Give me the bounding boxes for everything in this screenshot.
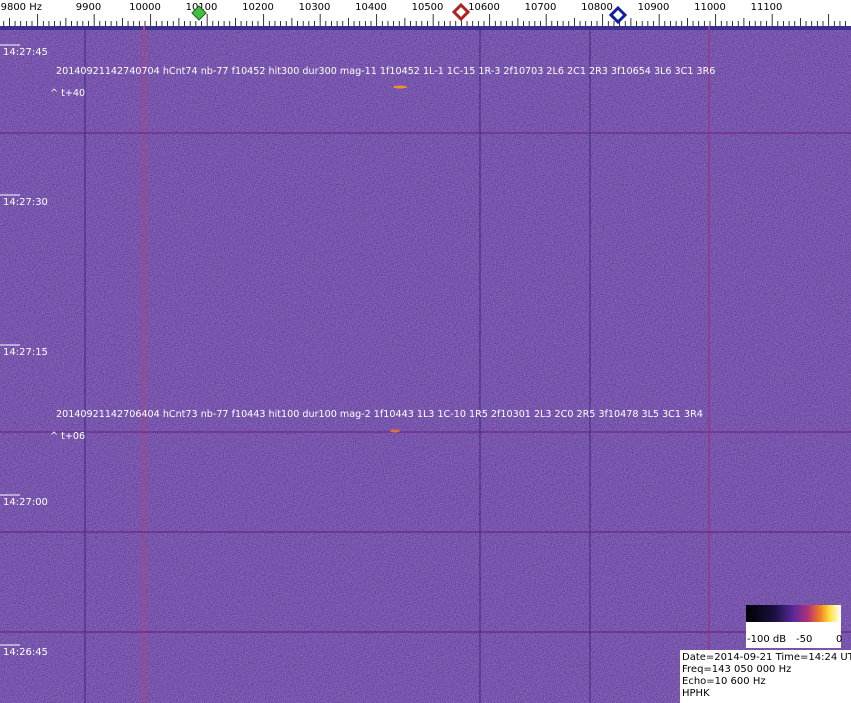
colorbar-labels-bg: [746, 622, 841, 648]
noise: [0, 26, 851, 703]
time-label: 14:27:45: [3, 47, 48, 58]
meteor-echo: [390, 429, 400, 433]
info-line: HPHK: [682, 688, 710, 699]
time-label: 14:27:30: [3, 197, 48, 208]
frequency-label: 11100: [751, 2, 783, 13]
edge: [0, 26, 851, 30]
detection-summary: 20140921142740704 hCnt74 nb-77 f10452 hi…: [56, 66, 715, 77]
frequency-label: 10600: [468, 2, 500, 13]
colorbar-label: -50: [796, 634, 812, 645]
interference: [0, 26, 851, 703]
frequency-label: 11000: [694, 2, 726, 13]
time-label: 14:27:15: [3, 347, 48, 358]
frequency-label: 10100: [186, 2, 218, 13]
frequency-label: 10500: [412, 2, 444, 13]
marker: [608, 5, 628, 25]
info-line: Echo=10 600 Hz: [682, 676, 766, 687]
info-line: Freq=143 050 000 Hz: [682, 664, 791, 675]
detection-offset: ^ t+06: [50, 431, 85, 442]
colorbar-label: 0: [836, 634, 842, 645]
detection-summary: 20140921142706404 hCnt73 nb-77 f10443 hi…: [56, 409, 703, 420]
colorbar: [746, 605, 841, 622]
frequency-label: 10000: [129, 2, 161, 13]
detection-offset: ^ t+40: [50, 88, 85, 99]
info-line: Date=2014-09-21 Time=14:24 UTC: [682, 652, 851, 663]
colorbar-label: -100 dB: [747, 634, 786, 645]
frequency-label: 10200: [242, 2, 274, 13]
frequency-label: 10900: [638, 2, 670, 13]
meteor-echo: [393, 85, 407, 89]
frequency-label: 10700: [525, 2, 557, 13]
frequency-label: 9900: [76, 2, 101, 13]
time-label: 14:27:00: [3, 497, 48, 508]
marker: [191, 5, 207, 21]
info-box: [680, 650, 851, 703]
frequency-ruler: [0, 0, 851, 26]
frequency-label: 10300: [299, 2, 331, 13]
frequency-label: 10400: [355, 2, 387, 13]
frequency-label: 10800: [581, 2, 613, 13]
frequency-label: 9800 Hz: [1, 2, 42, 13]
time-label: 14:26:45: [3, 647, 48, 658]
marker: [451, 2, 471, 22]
